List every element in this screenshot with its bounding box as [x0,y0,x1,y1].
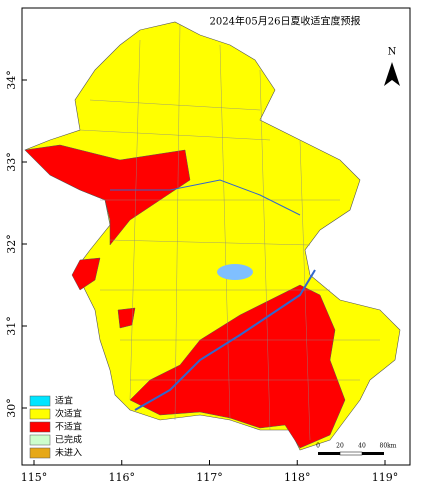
legend-label: 不适宜 [55,421,82,433]
lon-label: 119° [372,471,399,484]
lon-label: 118° [284,471,311,484]
legend-label: 已完成 [55,434,82,446]
legend-swatch [29,434,51,446]
lon-label: 115° [21,471,48,484]
lon-label: 116° [109,471,136,484]
legend-label: 次适宜 [55,408,82,420]
north-label: N [388,47,397,58]
scale-label: 40 [358,443,366,450]
lat-label: 30° [5,398,18,418]
lat-label: 31° [5,316,18,336]
north-arrow: N [384,47,400,86]
scale-bar [318,451,384,456]
river [134,269,316,411]
unsuitable-region [71,257,101,291]
legend-swatch [29,395,51,407]
county-borders [79,24,380,441]
scale-label: 0 [316,443,320,450]
title: 2024年05月26日夏收适宜度预报 [210,15,361,28]
scale-label: 80km [380,443,397,450]
unsuitable-region [24,144,191,246]
legend-swatch [29,447,51,459]
lat-label: 33° [5,152,18,172]
river [110,179,301,216]
scale-label: 20 [336,443,344,450]
legend-swatch [29,408,51,420]
legend-swatch [29,421,51,433]
lake [217,264,253,280]
lat-label: 32° [5,234,18,254]
lon-label: 117° [196,471,223,484]
legend-label: 未进入 [55,447,82,459]
lat-label: 34° [5,70,18,90]
legend-label: 适宜 [55,395,73,407]
